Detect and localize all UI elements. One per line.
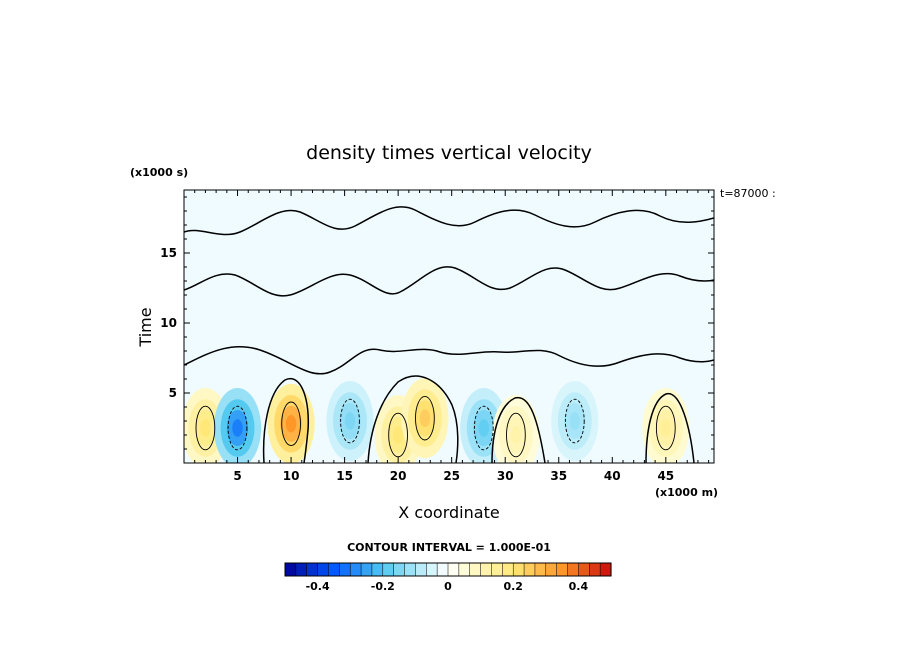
colorbar-cell-26 xyxy=(567,562,579,577)
field-blob-2-3 xyxy=(285,415,297,433)
colorbar xyxy=(284,562,612,577)
zero-contour-lower xyxy=(184,346,714,375)
contour-feature-2 xyxy=(281,401,301,447)
colorbar-cell-7 xyxy=(360,562,373,577)
colorbar-frame xyxy=(284,562,612,577)
y-tick-label-5: 5 xyxy=(169,386,177,400)
contour-feature-0 xyxy=(195,405,216,451)
plot-background xyxy=(184,190,714,463)
colorbar-cell-10 xyxy=(393,562,406,577)
colorbar-tick-label-3: 0.2 xyxy=(503,580,523,593)
x-tick-label-25: 25 xyxy=(443,469,460,483)
colorbar-tick-label-2: 0 xyxy=(444,580,452,593)
x-tick-label-15: 15 xyxy=(336,469,353,483)
colorbar-cell-17 xyxy=(469,562,482,577)
colorbar-tick-label-4: 0.4 xyxy=(569,580,589,593)
field-blob-3-3 xyxy=(344,412,356,430)
contour-feature-3 xyxy=(340,398,360,444)
field-blob-9-3 xyxy=(660,419,671,437)
contour-interval-label: CONTOUR INTERVAL = 1.000E-01 xyxy=(347,541,551,554)
colorbar-ticks: -0.4 -0.2 0 0.2 0.4 xyxy=(306,580,589,593)
field-blob-1-3 xyxy=(232,419,243,437)
x-tick-label-10: 10 xyxy=(283,469,300,483)
y-unit-label: (x1000 s) xyxy=(130,166,188,179)
contour-cell-31 xyxy=(491,396,546,463)
x-axis-ticks: 5 10 15 20 25 30 35 40 45 xyxy=(194,190,710,483)
colorbar-tick-label-1: -0.2 xyxy=(371,580,395,593)
x-tick-label-30: 30 xyxy=(497,469,514,483)
x-tick-label-5: 5 xyxy=(233,469,241,483)
zero-contour-middle xyxy=(184,266,714,297)
colorbar-cell-13 xyxy=(426,562,438,577)
colorbar-cell-8 xyxy=(371,562,384,577)
plot-frame xyxy=(183,189,715,464)
colorbar-cell-16 xyxy=(458,562,471,577)
shaded-field xyxy=(184,378,690,463)
colorbar-cell-18 xyxy=(480,562,493,577)
x-tick-label-35: 35 xyxy=(550,469,567,483)
colorbar-tick-label-0: -0.4 xyxy=(306,580,330,593)
colorbar-cell-22 xyxy=(523,562,536,577)
colorbar-cell-9 xyxy=(382,562,395,577)
colorbar-cell-1 xyxy=(295,562,308,577)
colorbar-cell-2 xyxy=(306,562,319,577)
field-blob-4-3 xyxy=(392,426,404,444)
x-tick-label-20: 20 xyxy=(390,469,407,483)
x-axis-label: X coordinate xyxy=(398,503,499,522)
colorbar-cell-4 xyxy=(328,562,340,577)
colorbar-cell-6 xyxy=(349,562,362,577)
feature-markers xyxy=(195,395,676,458)
field-blob-8-3 xyxy=(569,412,580,430)
contour-feature-1 xyxy=(227,405,248,451)
colorbar-cell-27 xyxy=(578,562,590,577)
contour-feature-9 xyxy=(655,405,676,451)
colorbar-cell-15 xyxy=(447,562,460,577)
chart-title: density times vertical velocity xyxy=(306,142,592,164)
time-stamp: t=87000 : xyxy=(720,187,776,200)
colorbar-cell-20 xyxy=(502,562,514,577)
colorbar-cell-29 xyxy=(599,562,612,577)
colorbar-cell-0 xyxy=(284,562,297,577)
colorbar-cell-21 xyxy=(512,562,525,577)
y-tick-label-10: 10 xyxy=(160,316,177,330)
contour-cell-22 xyxy=(367,375,459,463)
contour-cell-10 xyxy=(262,377,310,463)
field-blob-5-3 xyxy=(419,409,431,428)
y-axis-label: Time xyxy=(136,307,155,347)
zero-contour-upper xyxy=(184,206,714,236)
colorbar-cell-24 xyxy=(545,562,558,577)
colorbar-cell-12 xyxy=(415,562,427,577)
x-unit-label: (x1000 m) xyxy=(655,486,718,499)
colorbar-cell-11 xyxy=(404,562,416,577)
contour-lines xyxy=(184,206,714,463)
colorbar-cell-19 xyxy=(491,562,503,577)
contour-feature-4 xyxy=(388,412,408,458)
x-tick-label-45: 45 xyxy=(657,469,674,483)
contour-feature-5 xyxy=(415,395,435,441)
x-tick-label-40: 40 xyxy=(604,469,621,483)
contour-feature-6 xyxy=(473,405,494,451)
y-tick-label-15: 15 xyxy=(160,246,177,260)
colorbar-cell-25 xyxy=(556,562,569,577)
field-blob-0-3 xyxy=(200,419,211,437)
contour-feature-7 xyxy=(506,412,526,458)
y-axis-ticks: 5 10 15 xyxy=(160,196,714,450)
contour-feature-8 xyxy=(564,398,585,444)
field-blob-7-3 xyxy=(510,426,522,444)
colorbar-cell-28 xyxy=(589,562,601,577)
colorbar-cell-5 xyxy=(339,562,351,577)
colorbar-cell-23 xyxy=(534,562,547,577)
contour-cell-45 xyxy=(645,393,695,463)
colorbar-cell-3 xyxy=(317,562,330,577)
field-blob-6-3 xyxy=(478,419,489,437)
colorbar-cell-14 xyxy=(436,562,449,577)
